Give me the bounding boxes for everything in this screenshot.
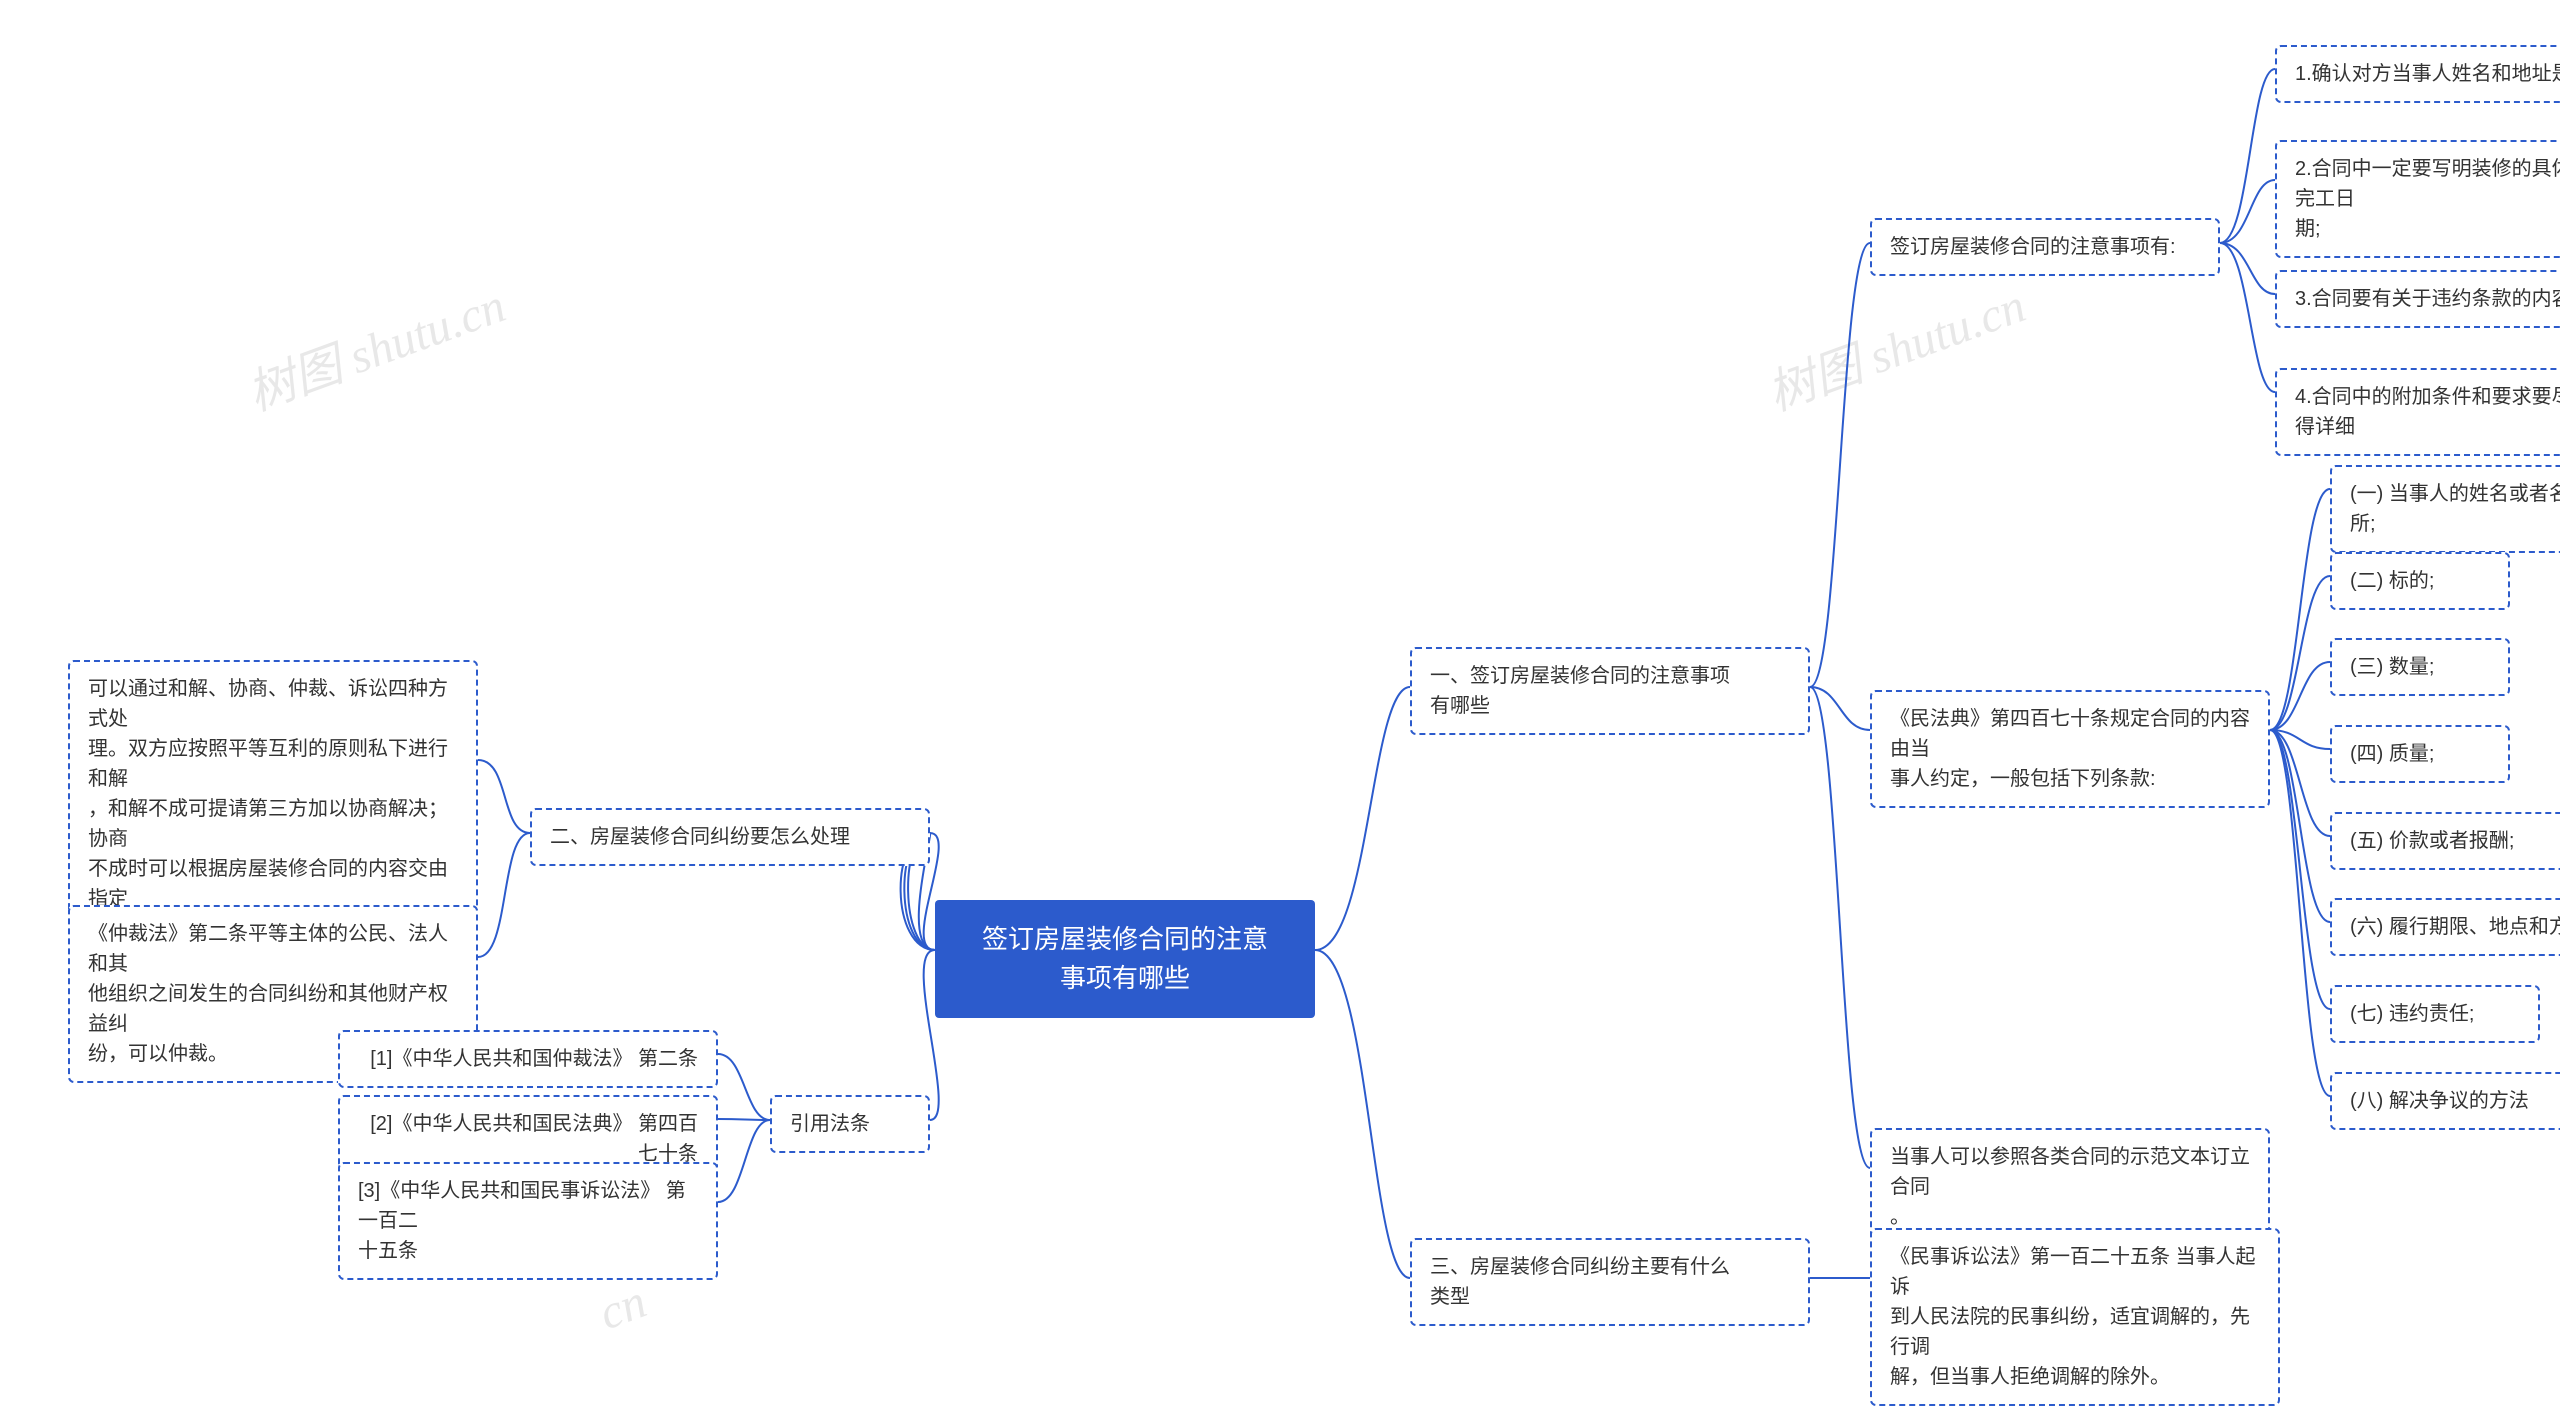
node-text: 《民法典》第四百七十条规定合同的内容由当 bbox=[1890, 708, 2250, 760]
node-text: (三) 数量; bbox=[2350, 656, 2434, 678]
leaf-node: (七) 违约责任; bbox=[2330, 985, 2540, 1043]
leaf-node: [3]《中华人民共和国民事诉讼法》 第一百二 十五条 bbox=[338, 1162, 718, 1280]
node-text: [2]《中华人民共和国民法典》 第四百七十条 bbox=[370, 1113, 698, 1165]
node-text: (二) 标的; bbox=[2350, 570, 2434, 592]
node-text: 他组织之间发生的合同纠纷和其他财产权益纠 bbox=[88, 983, 448, 1035]
node-text: 2.合同中一定要写明装修的具体要求和完工日 bbox=[2295, 158, 2560, 210]
node-text: 《民事诉讼法》第一百二十五条 当事人起诉 bbox=[1890, 1246, 2256, 1298]
node-text: (七) 违约责任; bbox=[2350, 1003, 2474, 1025]
leaf-node: [1]《中华人民共和国仲裁法》 第二条 bbox=[338, 1030, 718, 1088]
leaf-node: (一) 当事人的姓名或者名称和住所; bbox=[2330, 465, 2560, 553]
node-text: (四) 质量; bbox=[2350, 743, 2434, 765]
node-text: 类型 bbox=[1430, 1286, 1470, 1308]
leaf-node: 1.确认对方当事人姓名和地址是正确的; bbox=[2275, 45, 2560, 103]
mindmap-canvas: 树图 shutu.cn 树图 shutu.cn cn bbox=[0, 0, 2560, 1355]
leaf-node: 3.合同要有关于违约条款的内容; bbox=[2275, 270, 2560, 328]
node-text: 到人民法院的民事纠纷，适宜调解的，先行调 bbox=[1890, 1306, 2250, 1358]
branch-node: 一、签订房屋装修合同的注意事项 有哪些 bbox=[1410, 647, 1810, 735]
root-label-2: 事项有哪些 bbox=[1060, 963, 1190, 993]
node-text: (五) 价款或者报酬; bbox=[2350, 830, 2514, 852]
node-text: 一、签订房屋装修合同的注意事项 bbox=[1430, 665, 1730, 687]
watermark: 树图 shutu.cn bbox=[236, 266, 513, 424]
leaf-node: (八) 解决争议的方法 bbox=[2330, 1072, 2560, 1130]
root-label-1: 签订房屋装修合同的注意 bbox=[982, 924, 1268, 954]
node-text: 期; bbox=[2295, 218, 2321, 240]
node-text: 事人约定，一般包括下列条款: bbox=[1890, 768, 2156, 790]
leaf-node: (五) 价款或者报酬; bbox=[2330, 812, 2560, 870]
watermark: 树图 shutu.cn bbox=[1756, 266, 2033, 424]
node-text: 解，但当事人拒绝调解的除外。 bbox=[1890, 1366, 2170, 1388]
root-node: 签订房屋装修合同的注意 事项有哪些 bbox=[935, 900, 1315, 1018]
node-text: 签订房屋装修合同的注意事项有: bbox=[1890, 236, 2176, 258]
node-text: 三、房屋装修合同纠纷主要有什么 bbox=[1430, 1256, 1730, 1278]
node-text: 。 bbox=[1890, 1206, 1910, 1228]
node-text: ，和解不成可提请第三方加以协商解决；协商 bbox=[88, 798, 448, 850]
leaf-node: 2.合同中一定要写明装修的具体要求和完工日 期; bbox=[2275, 140, 2560, 258]
branch-node: 签订房屋装修合同的注意事项有: bbox=[1870, 218, 2220, 276]
branch-node: 三、房屋装修合同纠纷主要有什么 类型 bbox=[1410, 1238, 1810, 1326]
node-text: 有哪些 bbox=[1430, 695, 1490, 717]
node-text: 二、房屋装修合同纠纷要怎么处理 bbox=[550, 826, 850, 848]
node-text: 理。双方应按照平等互利的原则私下进行和解 bbox=[88, 738, 448, 790]
leaf-node: 4.合同中的附加条件和要求要尽可能写得详细 bbox=[2275, 368, 2560, 456]
node-text: (六) 履行期限、地点和方式; bbox=[2350, 916, 2560, 938]
node-text: 《仲裁法》第二条平等主体的公民、法人和其 bbox=[88, 923, 448, 975]
node-text: 引用法条 bbox=[790, 1113, 870, 1135]
node-text: [1]《中华人民共和国仲裁法》 第二条 bbox=[370, 1048, 698, 1070]
node-text: 十五条 bbox=[358, 1240, 418, 1262]
node-text: 纷，可以仲裁。 bbox=[88, 1043, 228, 1065]
node-text: 4.合同中的附加条件和要求要尽可能写得详细 bbox=[2295, 386, 2560, 438]
leaf-node: 《民事诉讼法》第一百二十五条 当事人起诉 到人民法院的民事纠纷，适宜调解的，先行… bbox=[1870, 1228, 2280, 1406]
leaf-node: (六) 履行期限、地点和方式; bbox=[2330, 898, 2560, 956]
node-text: 不成时可以根据房屋装修合同的内容交由指定 bbox=[88, 858, 448, 910]
node-text: (八) 解决争议的方法 bbox=[2350, 1090, 2529, 1112]
branch-node: 二、房屋装修合同纠纷要怎么处理 bbox=[530, 808, 930, 866]
leaf-node: (二) 标的; bbox=[2330, 552, 2510, 610]
node-text: (一) 当事人的姓名或者名称和住所; bbox=[2350, 483, 2560, 535]
node-text: 3.合同要有关于违约条款的内容; bbox=[2295, 288, 2560, 310]
leaf-node: (四) 质量; bbox=[2330, 725, 2510, 783]
branch-node: 《民法典》第四百七十条规定合同的内容由当 事人约定，一般包括下列条款: bbox=[1870, 690, 2270, 808]
node-text: [3]《中华人民共和国民事诉讼法》 第一百二 bbox=[358, 1180, 686, 1232]
branch-node: 引用法条 bbox=[770, 1095, 930, 1153]
watermark: cn bbox=[592, 1274, 653, 1341]
node-text: 当事人可以参照各类合同的示范文本订立合同 bbox=[1890, 1146, 2250, 1198]
node-text: 1.确认对方当事人姓名和地址是正确的; bbox=[2295, 63, 2560, 85]
node-text: 可以通过和解、协商、仲裁、诉讼四种方式处 bbox=[88, 678, 448, 730]
leaf-node: (三) 数量; bbox=[2330, 638, 2510, 696]
